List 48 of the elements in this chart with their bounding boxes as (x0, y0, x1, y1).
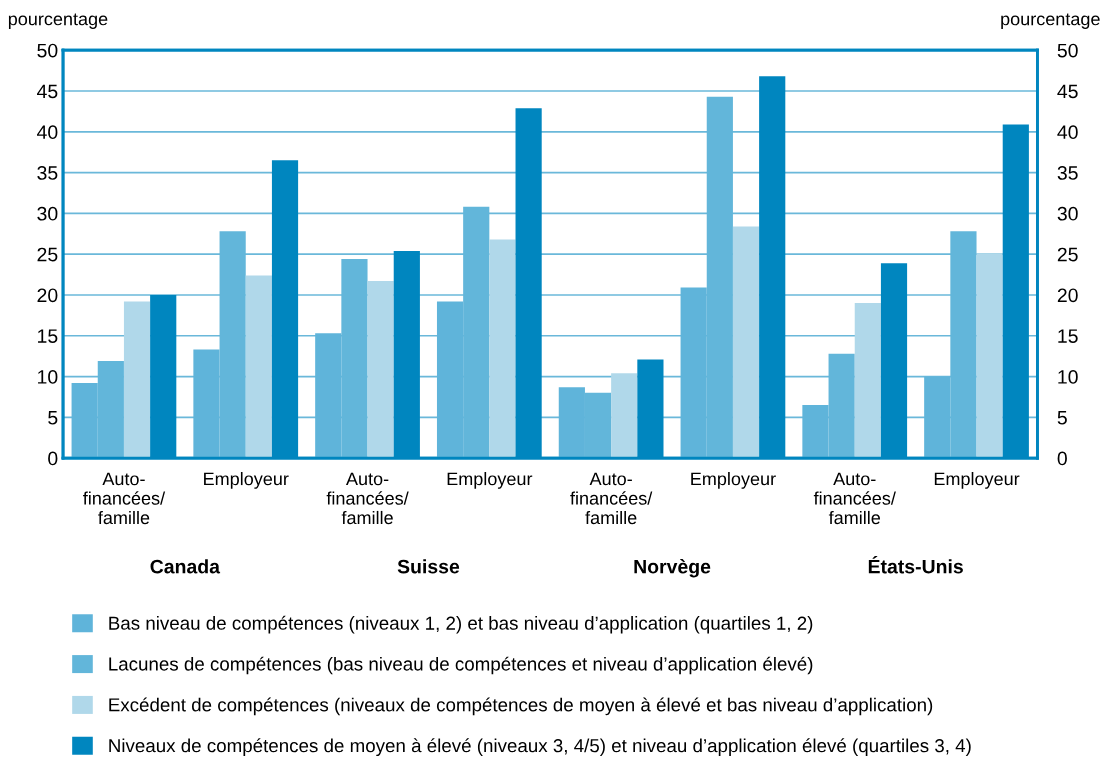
y-tick-label: 35 (37, 166, 58, 180)
bar (976, 253, 1003, 459)
y-tick-label: 0 (48, 451, 58, 466)
y-tick-label: 15 (38, 329, 58, 343)
y-tick-label: 40 (37, 125, 58, 140)
y2-tick-label: 0 (1057, 451, 1067, 466)
bar (732, 226, 760, 459)
x-tick-label: Employeur (934, 472, 1020, 489)
y2-tick-label: 5 (1057, 411, 1067, 425)
bar (123, 301, 151, 459)
y-tick-label: 30 (37, 206, 58, 221)
bar (489, 239, 516, 459)
y2-tick-label: 25 (1057, 247, 1078, 262)
y2-tick-label: 15 (1058, 329, 1078, 343)
x-tick-label: Employeur (691, 472, 776, 489)
y2-tick-label: 20 (1057, 288, 1078, 303)
y2-tick-label: 45 (1057, 84, 1078, 99)
legend-label: Excédent de compétences (niveaux de compétences de moyen à élevé et bas niveau d’application) (109, 697, 933, 716)
y-tick-label: 20 (37, 288, 58, 303)
legend-label: Lacunes de compétences (bas niveau de compétences et niveau d’application élevé) (109, 656, 813, 675)
y-tick-label: 5 (48, 411, 58, 425)
y2-tick-label: 10 (1058, 370, 1078, 384)
y-axis-title: pourcentage (8, 13, 108, 29)
text: Suisse (397, 559, 460, 574)
y-tick-label: 50 (37, 43, 58, 58)
x-tick-label: Employeur (447, 472, 533, 489)
bar (245, 275, 272, 459)
text: Norvège (634, 559, 711, 578)
bar (611, 373, 638, 459)
y2-axis-title: pourcentage (1001, 13, 1100, 29)
y-tick-label: 10 (38, 370, 58, 384)
y-tick-label: 25 (37, 247, 58, 262)
y2-tick-label: 35 (1057, 166, 1078, 180)
bar (367, 281, 394, 459)
y2-tick-label: 50 (1057, 43, 1078, 58)
text: Canada (150, 559, 221, 574)
legend-label: Bas niveau de compétences (niveaux 1, 2) et bas niveau d’application (quartiles 1, 2) (109, 615, 813, 634)
x-tick-label: Auto- financées/ famille (326, 472, 409, 525)
x-tick-label: Auto- financées/ famille (570, 472, 653, 525)
text: États-Unis (868, 556, 963, 574)
y-tick-label: 45 (37, 84, 58, 99)
bar (854, 303, 881, 459)
y2-tick-label: 40 (1057, 125, 1078, 140)
x-tick-label: Auto- financées/ famille (83, 472, 166, 525)
x-tick-label: Auto- financées/ famille (813, 472, 896, 525)
y2-tick-label: 30 (1057, 206, 1078, 221)
x-tick-label: Employeur (204, 472, 289, 489)
legend-label: Niveaux de compétences de moyen à élevé (niveaux 3, 4/5) et niveau d’application élevé (quartiles 3, 4) (109, 738, 971, 757)
